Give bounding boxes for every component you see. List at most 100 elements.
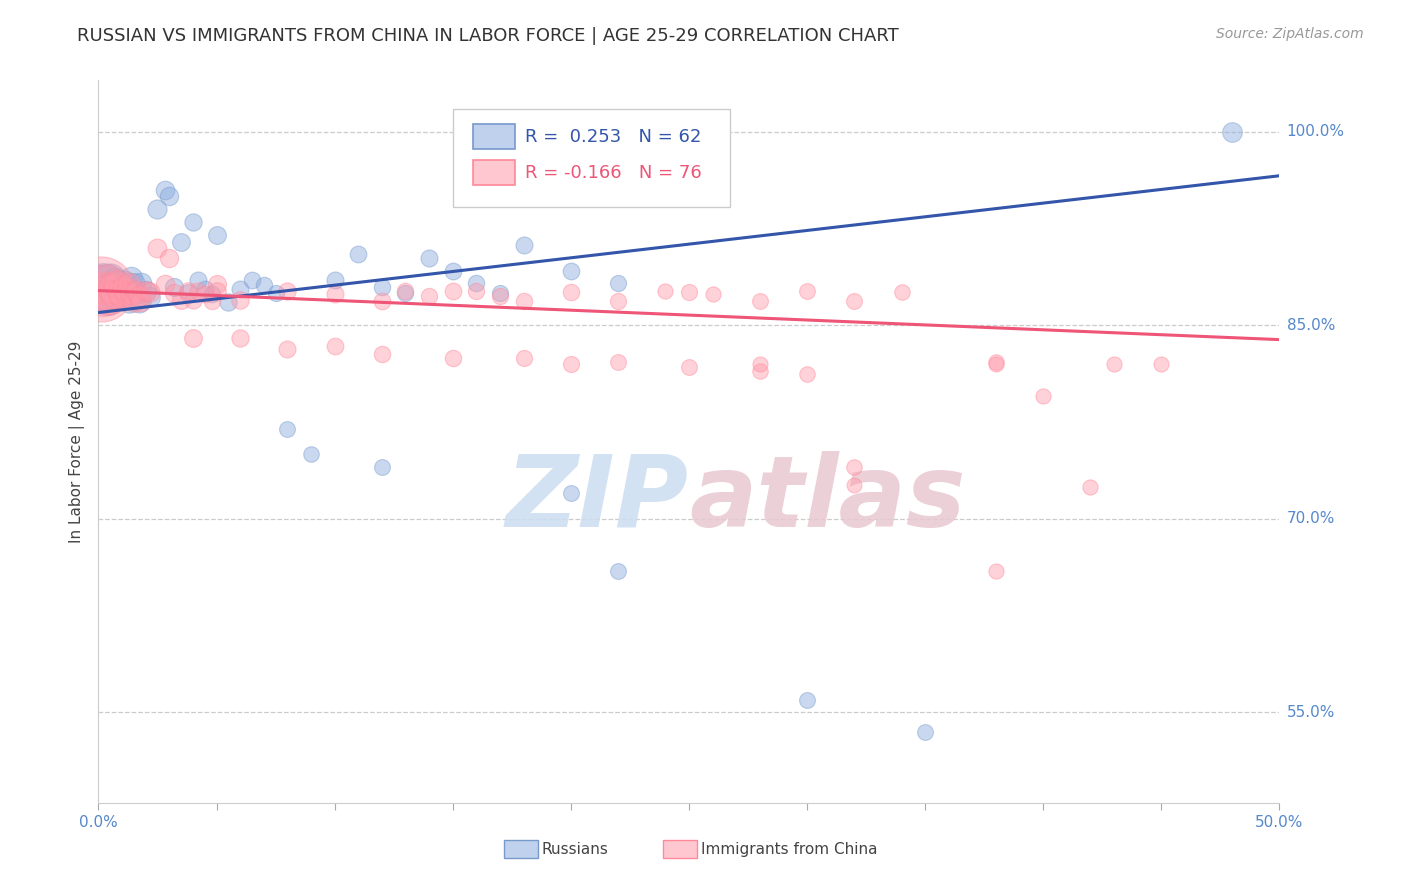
Point [796,692,818,706]
Point [125,284,148,298]
Point [163,279,186,293]
Point [890,285,912,299]
Point [108,279,131,293]
Point [371,347,394,361]
Point [418,289,440,303]
Point [115,284,138,298]
Point [748,293,770,308]
Point [90,282,112,296]
Point [489,286,512,301]
Point [253,278,276,293]
Point [229,331,252,345]
Point [678,359,700,374]
Point [105,290,128,304]
Point [371,279,394,293]
Point [108,285,131,299]
Point [217,295,239,310]
Point [1220,125,1243,139]
Point [105,277,128,292]
Point [118,293,141,308]
Point [465,276,488,290]
Text: 55.0%: 55.0% [1286,705,1334,720]
Point [264,286,287,301]
Text: 70.0%: 70.0% [1286,511,1334,526]
Point [984,354,1007,368]
Point [418,252,440,266]
Point [94,285,117,299]
FancyBboxPatch shape [503,839,537,858]
Point [201,293,224,308]
Point [121,286,143,301]
Point [98,291,121,305]
Point [94,277,117,292]
Point [984,357,1007,371]
Text: Russians: Russians [541,841,609,856]
Point [97,285,120,299]
Point [560,357,582,371]
Point [607,564,630,578]
Point [104,287,127,301]
Point [560,486,582,500]
Point [181,215,204,229]
FancyBboxPatch shape [472,161,516,185]
FancyBboxPatch shape [453,109,730,207]
Point [607,293,630,308]
Point [323,287,346,301]
Point [170,235,193,249]
Point [128,295,150,310]
Point [844,460,866,475]
Point [796,368,818,382]
Point [205,284,228,298]
Point [111,286,134,301]
Point [512,351,534,365]
FancyBboxPatch shape [472,124,516,149]
Point [146,202,169,217]
Point [607,276,630,290]
Point [135,284,157,298]
Point [441,284,464,298]
Point [177,284,200,298]
Point [98,272,121,286]
Point [441,264,464,278]
Text: R =  0.253   N = 62: R = 0.253 N = 62 [524,128,702,145]
Point [90,282,112,296]
Point [654,284,676,298]
Point [181,293,204,307]
Point [115,286,138,301]
Point [748,357,770,371]
Point [748,363,770,377]
Point [112,281,135,295]
Point [323,273,346,287]
Point [984,564,1007,578]
Point [118,277,141,292]
Point [347,247,370,261]
Point [240,273,263,287]
Point [1150,357,1173,371]
Point [702,287,724,301]
Y-axis label: In Labor Force | Age 25-29: In Labor Force | Age 25-29 [69,341,84,542]
Point [139,285,162,299]
Point [122,277,145,292]
Point [112,276,135,290]
Point [441,351,464,365]
Point [97,291,120,305]
Point [181,331,204,345]
Point [101,281,124,295]
Point [157,189,180,203]
Text: Source: ZipAtlas.com: Source: ZipAtlas.com [1216,27,1364,41]
Point [1080,480,1102,494]
Point [121,270,143,285]
Point [323,339,346,353]
Point [489,289,512,303]
Text: RUSSIAN VS IMMIGRANTS FROM CHINA IN LABOR FORCE | AGE 25-29 CORRELATION CHART: RUSSIAN VS IMMIGRANTS FROM CHINA IN LABO… [77,27,898,45]
Point [153,183,176,197]
Point [170,293,193,307]
Text: Immigrants from China: Immigrants from China [700,841,877,856]
Point [560,264,582,278]
Point [276,342,298,356]
Point [177,286,200,301]
Point [111,289,134,303]
Point [194,282,217,296]
Point [129,293,152,308]
Point [394,284,416,298]
